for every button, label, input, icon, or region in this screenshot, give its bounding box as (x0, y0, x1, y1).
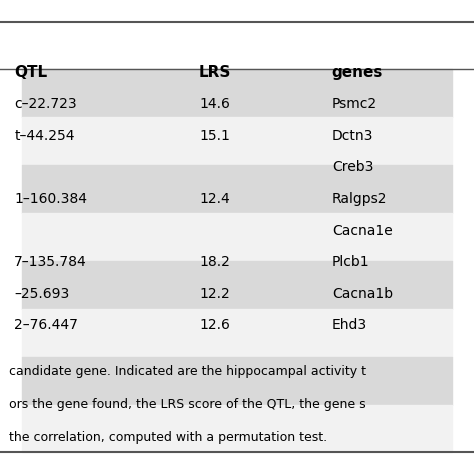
Text: QTL: QTL (14, 65, 47, 80)
Text: 15.1: 15.1 (199, 129, 230, 143)
Text: Psmc2: Psmc2 (332, 97, 377, 111)
Text: ors the gene found, the LRS score of the QTL, the gene s: ors the gene found, the LRS score of the… (9, 398, 366, 411)
Text: 7–135.784: 7–135.784 (14, 255, 87, 269)
Text: Cacna1e: Cacna1e (332, 224, 392, 237)
Text: 2–76.447: 2–76.447 (14, 319, 78, 332)
Text: 12.6: 12.6 (199, 319, 230, 332)
Text: 1–160.384: 1–160.384 (14, 192, 87, 206)
Text: 14.6: 14.6 (199, 97, 230, 111)
Text: Cacna1b: Cacna1b (332, 287, 393, 301)
Text: 12.2: 12.2 (199, 287, 230, 301)
Text: candidate gene. Indicated are the hippocampal activity t: candidate gene. Indicated are the hippoc… (9, 365, 366, 378)
Text: genes: genes (332, 65, 383, 80)
Text: c–22.723: c–22.723 (14, 97, 77, 111)
Text: 18.2: 18.2 (199, 255, 230, 269)
Text: Ralgps2: Ralgps2 (332, 192, 387, 206)
Text: 12.4: 12.4 (199, 192, 230, 206)
Text: Creb3: Creb3 (332, 161, 373, 174)
Text: LRS: LRS (199, 65, 231, 80)
Text: –25.693: –25.693 (14, 287, 70, 301)
Text: the correlation, computed with a permutation test.: the correlation, computed with a permuta… (9, 431, 328, 444)
Text: Ehd3: Ehd3 (332, 319, 367, 332)
Text: t–44.254: t–44.254 (14, 129, 75, 143)
Text: Dctn3: Dctn3 (332, 129, 373, 143)
Text: Plcb1: Plcb1 (332, 255, 369, 269)
